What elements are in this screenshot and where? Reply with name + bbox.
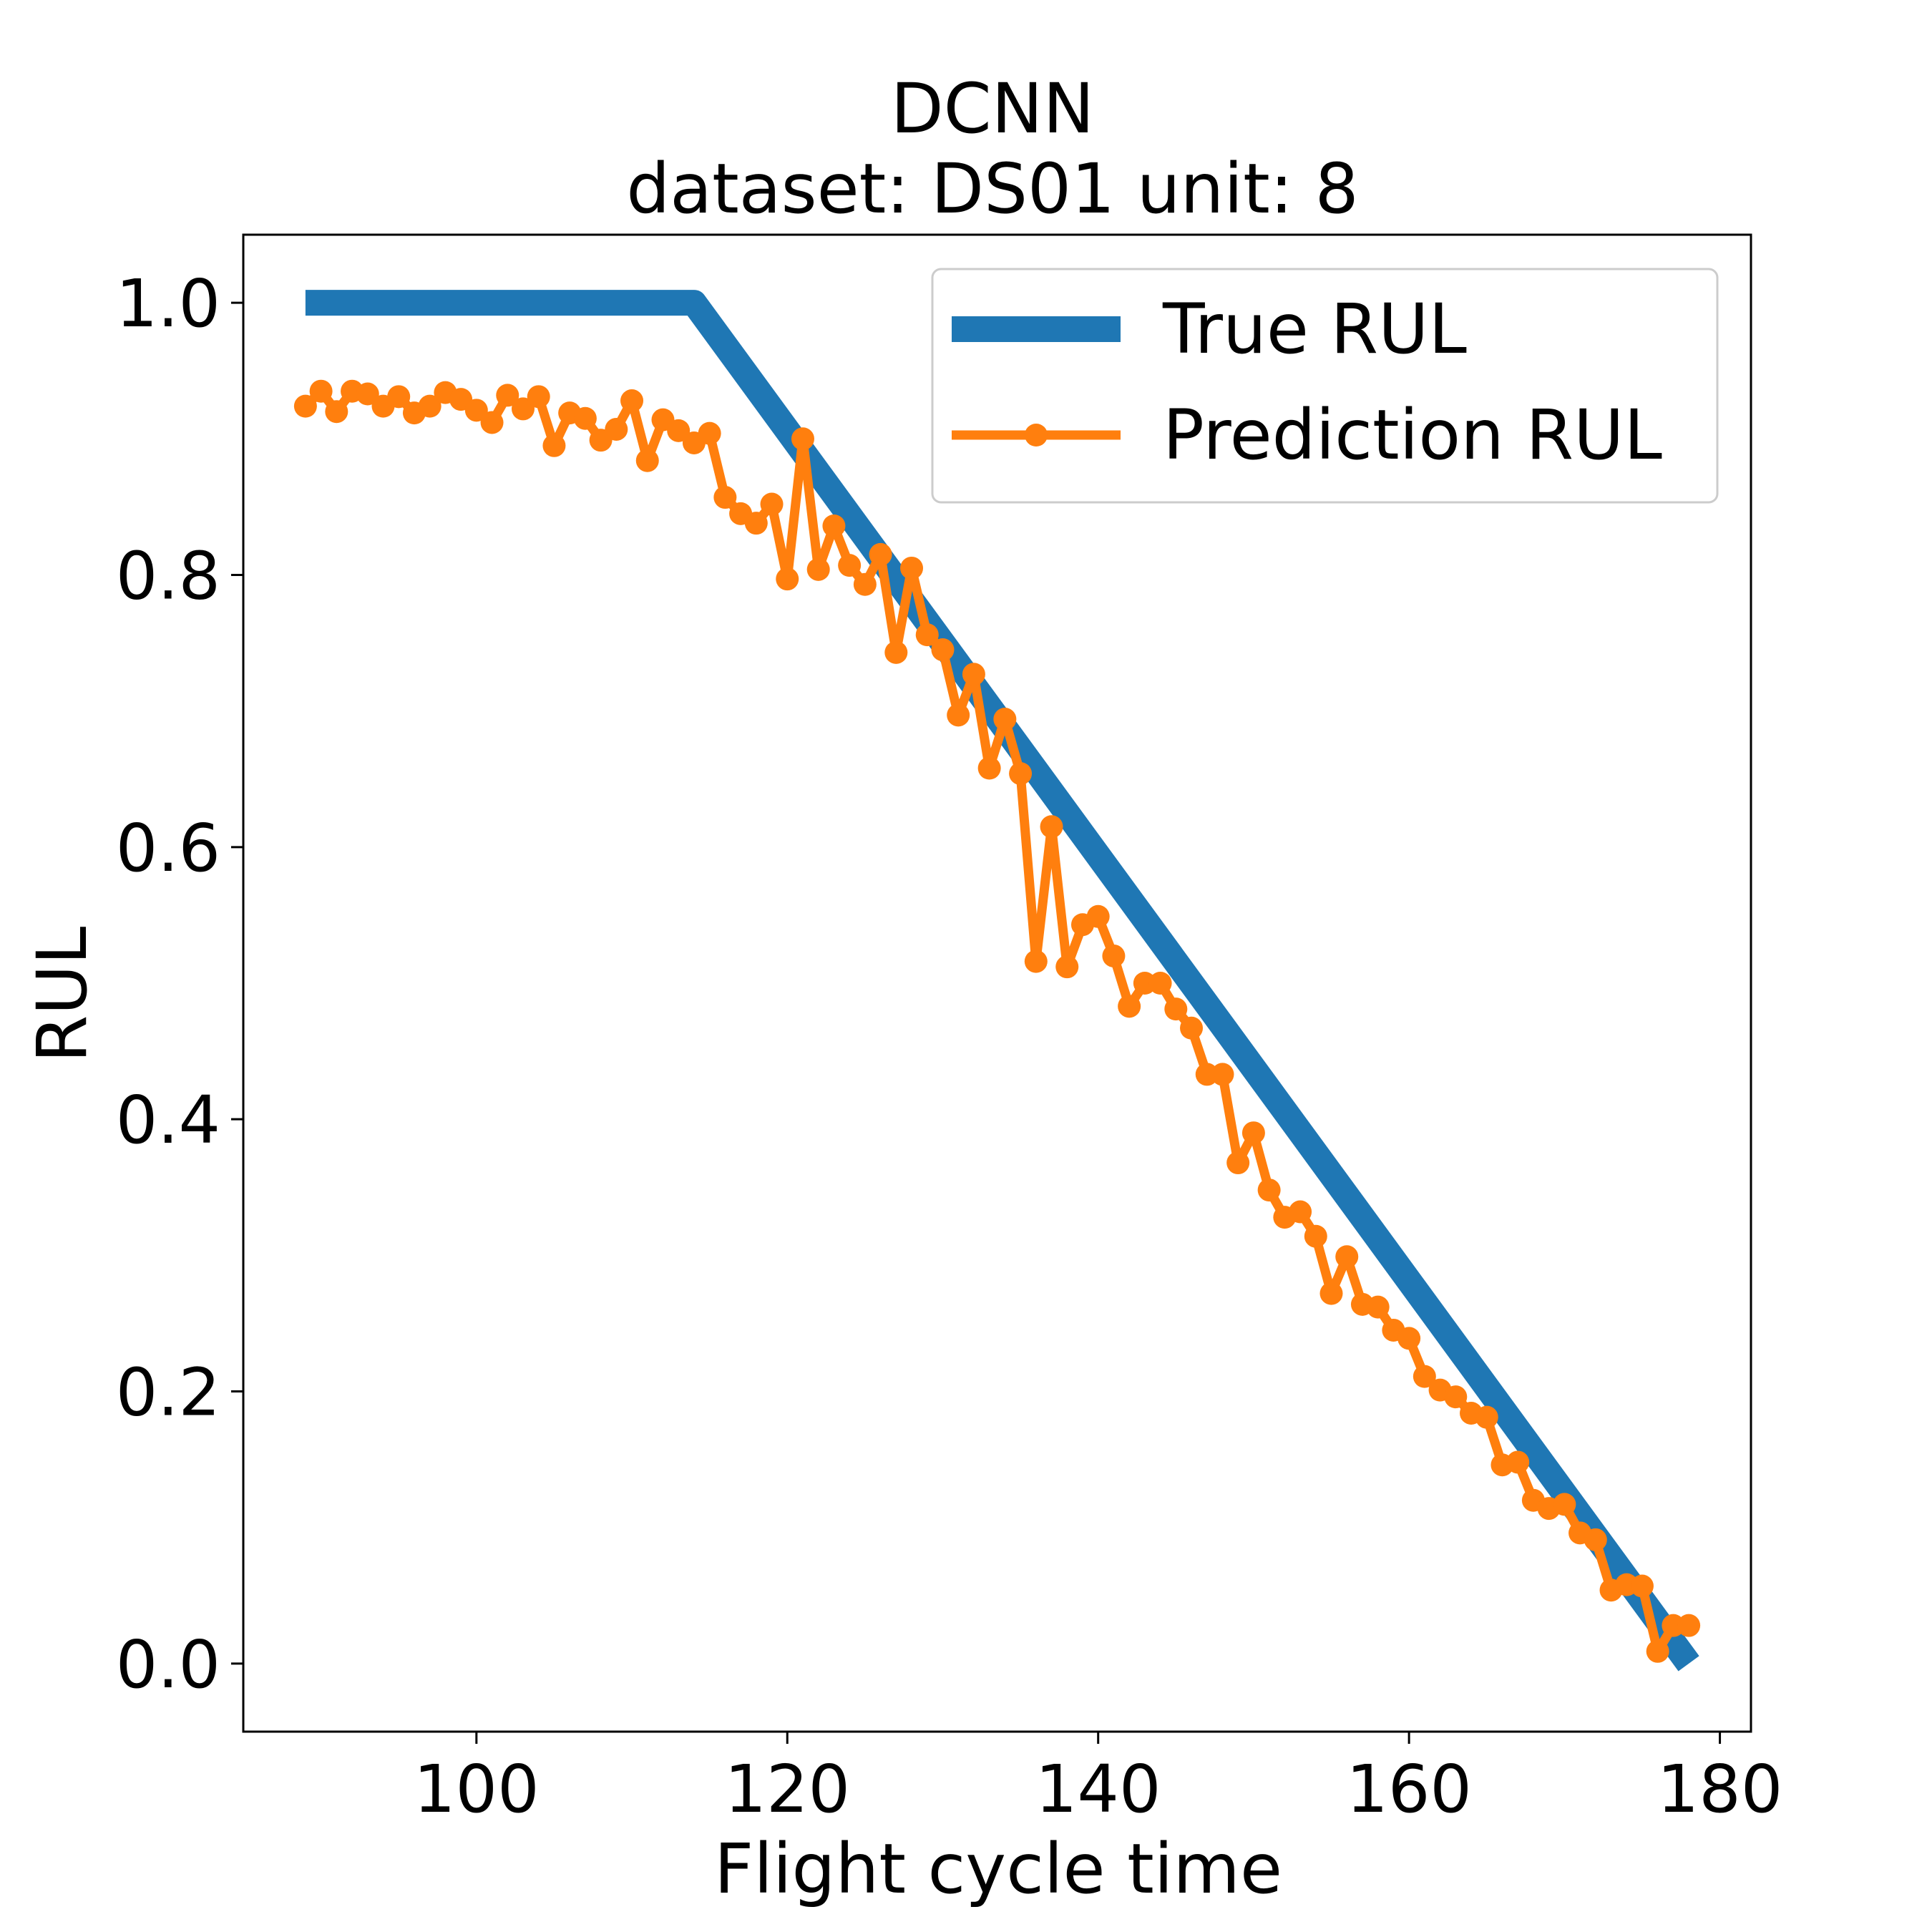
chart-title: DCNN bbox=[891, 69, 1095, 149]
prediction-point bbox=[1304, 1224, 1327, 1248]
x-tick-label: 100 bbox=[414, 1751, 540, 1828]
prediction-point bbox=[464, 399, 488, 422]
prediction-point bbox=[977, 756, 1001, 780]
x-tick-label: 140 bbox=[1035, 1751, 1161, 1828]
prediction-point bbox=[418, 394, 441, 418]
prediction-point bbox=[931, 638, 955, 662]
prediction-point bbox=[884, 640, 908, 664]
prediction-point bbox=[1257, 1179, 1281, 1202]
y-tick-label: 1.0 bbox=[116, 265, 220, 342]
plot-area bbox=[293, 290, 1701, 1672]
prediction-point bbox=[325, 400, 348, 424]
prediction-point bbox=[1118, 995, 1141, 1018]
prediction-point bbox=[1319, 1282, 1343, 1305]
y-axis-label: RUL bbox=[22, 927, 102, 1063]
prediction-point bbox=[605, 417, 628, 441]
axis-ticks: 100 120 140 160 180 0.0 0.2 0.4 0.6 0.8 1.0 bbox=[116, 265, 1783, 1828]
prediction-point bbox=[947, 703, 970, 727]
prediction-point bbox=[698, 421, 721, 445]
legend: True RUL Prediction RUL bbox=[931, 268, 1719, 504]
prediction-point bbox=[900, 556, 924, 580]
prediction-point bbox=[1335, 1245, 1359, 1269]
x-tick-label: 180 bbox=[1657, 1751, 1783, 1828]
prediction-point bbox=[962, 663, 985, 686]
prediction-point bbox=[496, 384, 519, 407]
prediction-point bbox=[713, 486, 737, 509]
prediction-point bbox=[1630, 1574, 1654, 1598]
prediction-point bbox=[1475, 1405, 1498, 1429]
y-tick-label: 0.2 bbox=[116, 1355, 220, 1431]
prediction-point bbox=[1180, 1016, 1204, 1040]
prediction-point bbox=[1040, 815, 1063, 839]
prediction-point bbox=[1024, 950, 1048, 973]
prediction-point bbox=[293, 394, 317, 418]
prediction-point bbox=[1211, 1063, 1234, 1086]
prediction-point bbox=[776, 567, 799, 591]
prediction-point bbox=[1289, 1200, 1312, 1224]
series-line-true-rul bbox=[305, 290, 1699, 1672]
prediction-point bbox=[1677, 1614, 1701, 1637]
prediction-point bbox=[387, 385, 411, 409]
chart-subtitle: dataset: DS01 unit: 8 bbox=[626, 149, 1358, 229]
prediction-point bbox=[869, 542, 892, 566]
prediction-point bbox=[1055, 955, 1079, 979]
prediction-point bbox=[1366, 1295, 1390, 1319]
prediction-point bbox=[573, 406, 597, 430]
prediction-point bbox=[356, 382, 379, 406]
prediction-point bbox=[511, 397, 535, 421]
prediction-point bbox=[620, 389, 644, 413]
prediction-point bbox=[542, 434, 566, 457]
prediction-point bbox=[667, 419, 691, 442]
x-axis-label: Flight cycle time bbox=[714, 1829, 1282, 1909]
prediction-point bbox=[822, 514, 846, 537]
prediction-point bbox=[791, 427, 814, 451]
prediction-point bbox=[1553, 1493, 1576, 1516]
prediction-point bbox=[527, 385, 550, 409]
prediction-point bbox=[993, 708, 1017, 731]
x-tick-label: 160 bbox=[1346, 1751, 1472, 1828]
plot-frame bbox=[242, 233, 1752, 1733]
prediction-point bbox=[1584, 1528, 1607, 1551]
prediction-point bbox=[635, 449, 659, 472]
prediction-point bbox=[806, 557, 830, 581]
prediction-point bbox=[744, 512, 768, 535]
prediction-point bbox=[760, 492, 784, 516]
prediction-point bbox=[1009, 762, 1033, 786]
prediction-point bbox=[915, 623, 939, 647]
prediction-point bbox=[853, 572, 877, 596]
prediction-point bbox=[1444, 1385, 1468, 1409]
prediction-point bbox=[1086, 904, 1110, 928]
legend-box bbox=[931, 268, 1719, 504]
prediction-point bbox=[1164, 997, 1188, 1021]
legend-label-true-rul: True RUL bbox=[1162, 289, 1467, 369]
y-tick-label: 0.0 bbox=[116, 1626, 220, 1703]
prediction-point bbox=[1646, 1639, 1669, 1663]
prediction-point bbox=[1148, 972, 1172, 995]
legend-marker-prediction-rul bbox=[1025, 424, 1048, 447]
prediction-point bbox=[1241, 1121, 1265, 1145]
prediction-point bbox=[309, 379, 333, 403]
prediction-point bbox=[1413, 1365, 1436, 1388]
prediction-point bbox=[480, 411, 504, 434]
x-tick-label: 120 bbox=[724, 1751, 850, 1828]
prediction-point bbox=[1397, 1327, 1421, 1350]
y-tick-label: 0.6 bbox=[116, 810, 220, 887]
prediction-point bbox=[1506, 1450, 1530, 1474]
prediction-point bbox=[1102, 944, 1126, 967]
legend-label-prediction-rul: Prediction RUL bbox=[1163, 395, 1662, 475]
y-tick-label: 0.8 bbox=[116, 537, 220, 614]
prediction-point bbox=[838, 554, 862, 577]
prediction-point bbox=[1226, 1151, 1250, 1175]
y-tick-label: 0.4 bbox=[116, 1082, 220, 1158]
